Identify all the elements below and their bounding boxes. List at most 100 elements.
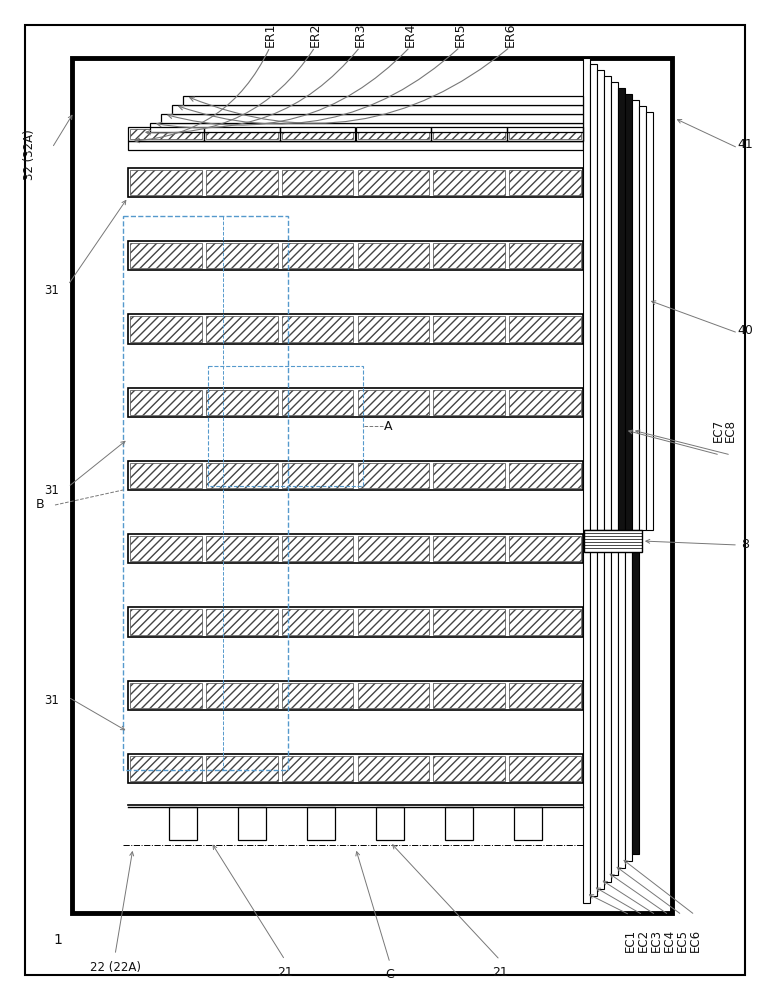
- Bar: [434, 170, 505, 195]
- Bar: [282, 129, 353, 139]
- Bar: [130, 756, 202, 781]
- Text: EC1: EC1: [624, 928, 637, 952]
- Text: 22 (22A): 22 (22A): [89, 962, 140, 974]
- Bar: [130, 683, 202, 708]
- Bar: [206, 129, 278, 139]
- Bar: [357, 536, 430, 561]
- Bar: [597, 530, 604, 889]
- Bar: [357, 463, 430, 488]
- Bar: [130, 243, 202, 268]
- Bar: [584, 530, 642, 552]
- Bar: [307, 807, 335, 840]
- Bar: [139, 132, 583, 141]
- Bar: [583, 58, 590, 530]
- Bar: [206, 609, 278, 635]
- Bar: [618, 88, 625, 530]
- Bar: [434, 316, 505, 342]
- Bar: [128, 168, 583, 197]
- Bar: [130, 316, 202, 342]
- Bar: [206, 756, 278, 781]
- Text: ER6: ER6: [504, 23, 517, 47]
- Bar: [632, 100, 639, 530]
- Bar: [597, 70, 604, 530]
- Bar: [172, 105, 583, 114]
- Bar: [128, 681, 583, 710]
- Bar: [611, 82, 618, 530]
- Bar: [357, 390, 430, 415]
- Bar: [130, 536, 202, 561]
- Bar: [611, 530, 618, 875]
- Bar: [72, 58, 672, 913]
- Bar: [282, 536, 353, 561]
- Text: 21: 21: [492, 966, 508, 978]
- Bar: [604, 76, 611, 530]
- Bar: [434, 129, 505, 139]
- Bar: [434, 536, 505, 561]
- Bar: [282, 390, 353, 415]
- Text: EC4: EC4: [662, 928, 675, 952]
- Bar: [625, 530, 632, 861]
- Text: 31: 31: [45, 484, 59, 496]
- Bar: [509, 170, 581, 195]
- Bar: [128, 241, 583, 270]
- Bar: [590, 530, 597, 896]
- Bar: [128, 461, 583, 490]
- Bar: [434, 756, 505, 781]
- Text: EC3: EC3: [650, 928, 662, 952]
- Text: A: A: [383, 420, 392, 432]
- Bar: [431, 127, 507, 141]
- Bar: [618, 530, 625, 868]
- Bar: [128, 314, 583, 344]
- Bar: [282, 316, 353, 342]
- Bar: [282, 609, 353, 635]
- Bar: [206, 390, 278, 415]
- Bar: [434, 609, 505, 635]
- Bar: [509, 129, 581, 139]
- Bar: [625, 94, 632, 530]
- Bar: [356, 127, 431, 141]
- Bar: [357, 683, 430, 708]
- Bar: [509, 463, 581, 488]
- Bar: [434, 243, 505, 268]
- Bar: [357, 609, 430, 635]
- Text: B: B: [35, 498, 45, 512]
- Bar: [238, 807, 266, 840]
- Bar: [509, 609, 581, 635]
- Bar: [509, 756, 581, 781]
- Bar: [206, 536, 278, 561]
- Bar: [206, 243, 278, 268]
- Text: C: C: [386, 968, 394, 982]
- Text: EC2: EC2: [637, 928, 650, 952]
- Bar: [128, 127, 204, 141]
- Bar: [509, 390, 581, 415]
- Bar: [357, 129, 430, 139]
- Bar: [206, 316, 278, 342]
- Text: 40: 40: [737, 324, 753, 336]
- Bar: [434, 390, 505, 415]
- Bar: [161, 114, 583, 123]
- Bar: [130, 390, 202, 415]
- Bar: [130, 609, 202, 635]
- Bar: [434, 463, 505, 488]
- Bar: [128, 388, 583, 417]
- Bar: [128, 141, 583, 150]
- Bar: [150, 123, 583, 132]
- Bar: [282, 243, 353, 268]
- Bar: [632, 530, 639, 854]
- Bar: [646, 112, 653, 530]
- Bar: [509, 316, 581, 342]
- Bar: [204, 127, 280, 141]
- Bar: [357, 170, 430, 195]
- Bar: [282, 756, 353, 781]
- Bar: [357, 756, 430, 781]
- Text: EC8: EC8: [724, 418, 736, 442]
- Text: ER1: ER1: [263, 23, 276, 47]
- Bar: [357, 316, 430, 342]
- Text: ER2: ER2: [309, 23, 322, 47]
- Text: EC7: EC7: [711, 418, 725, 442]
- Text: 1: 1: [54, 933, 62, 947]
- Bar: [583, 530, 590, 903]
- Bar: [507, 127, 583, 141]
- Text: ER4: ER4: [403, 23, 417, 47]
- Bar: [509, 683, 581, 708]
